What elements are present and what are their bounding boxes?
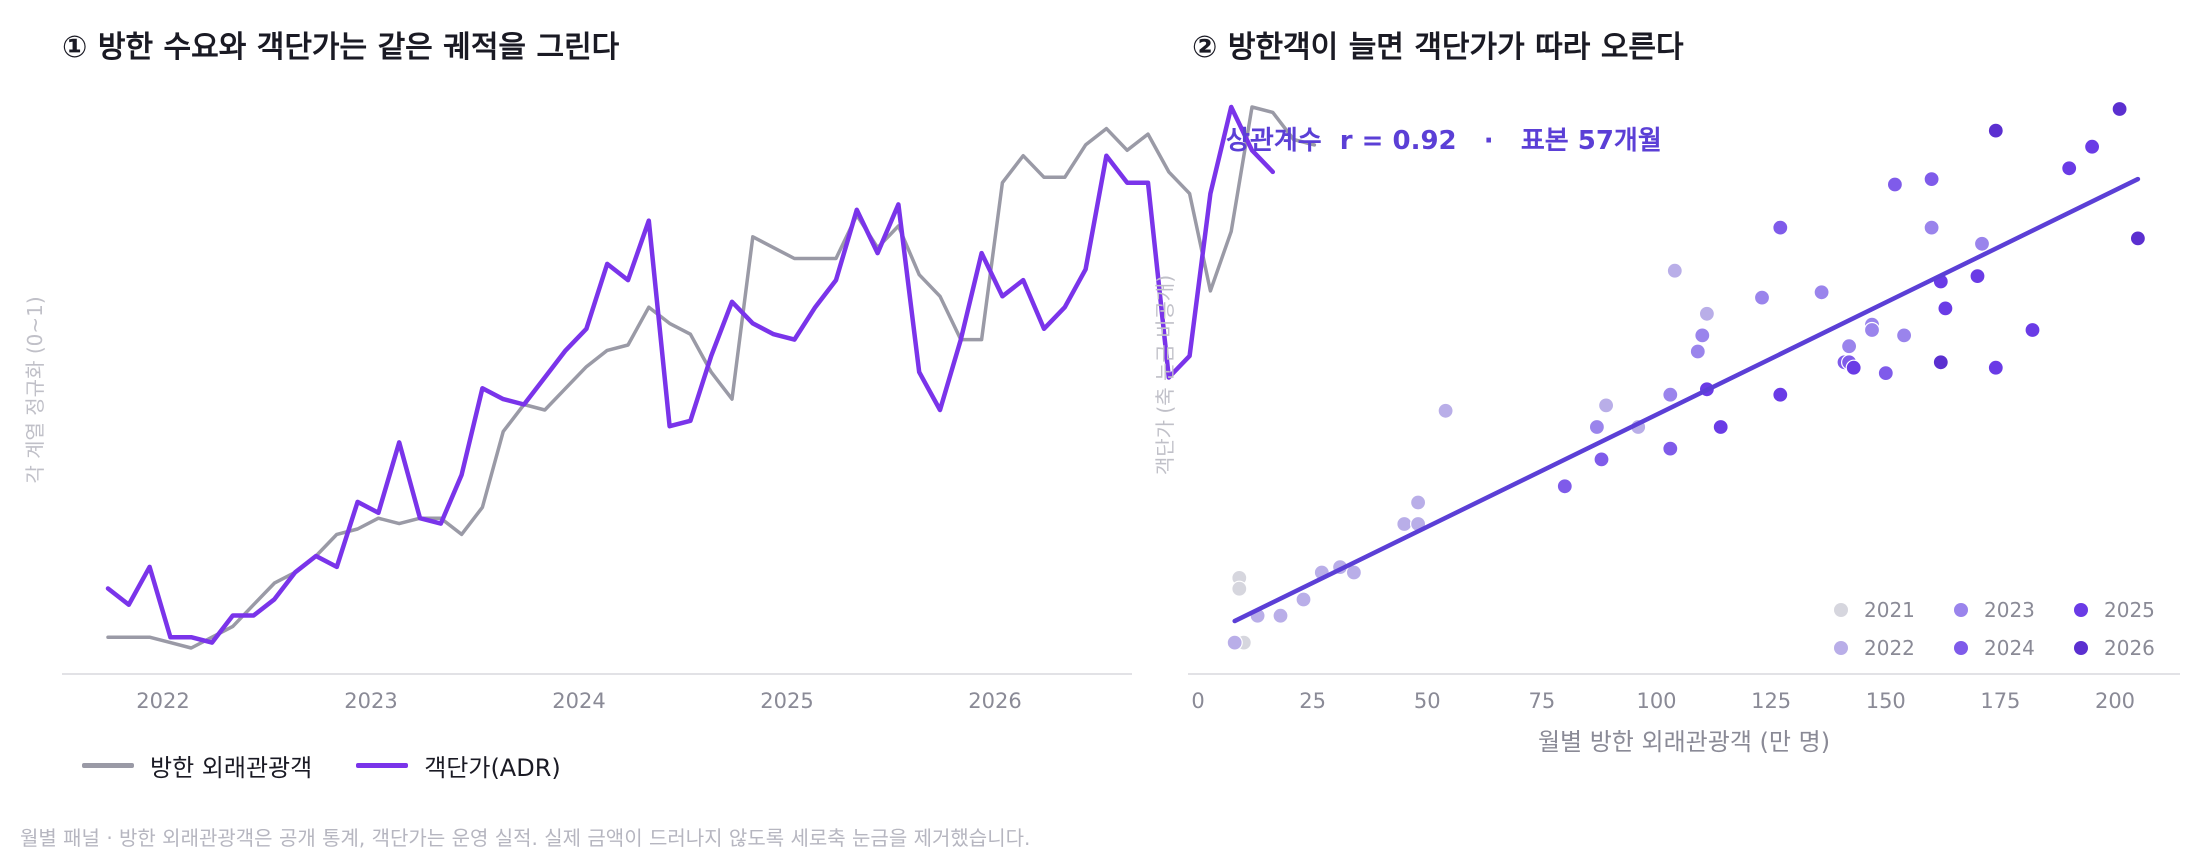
legend-label-adr: 객단가(ADR) (424, 754, 561, 782)
regression-line (1232, 176, 2141, 624)
x-tick-label: 0 (1191, 689, 1204, 713)
y-axis-label: 객단가 (축 눈금 비공개) (1153, 275, 1177, 475)
line-chart-legend: 방한 외래관광객 객단가(ADR) (82, 748, 605, 783)
legend-dot-2023 (1954, 603, 1968, 617)
legend-label-2024: 2024 (1984, 636, 2035, 660)
legend-swatch-adr (356, 763, 409, 768)
legend-label-2022: 2022 (1864, 636, 1915, 660)
scatter-point-2023 (1973, 235, 1991, 252)
scatter-point-2026 (2129, 230, 2146, 247)
scatter-point-2022 (1396, 515, 1413, 533)
legend-label-2021: 2021 (1864, 598, 1915, 622)
scatter-point-2025 (1772, 386, 1789, 403)
scatter-point-2023 (1863, 321, 1881, 339)
x-tick-label: 75 (1529, 689, 1556, 713)
x-tick-label: 150 (1866, 689, 1906, 713)
legend-dot-2024 (1954, 641, 1968, 655)
scatter-point-2023 (1588, 418, 1606, 436)
x-tick-label: 50 (1414, 689, 1441, 713)
scatter-legend-item-2024: 2024 (1954, 636, 2074, 660)
scatter-point-2024 (1662, 440, 1679, 457)
scatter-point-2024 (1877, 365, 1894, 382)
scatter-point-2024 (1923, 171, 1940, 188)
left-chart-title: ① 방한 수요와 객단가는 같은 궤적을 그린다 (62, 30, 620, 65)
legend-dot-2022 (1834, 641, 1848, 655)
scatter-point-2023 (1813, 284, 1830, 301)
scatter-point-2024 (1593, 451, 1610, 468)
scatter-point-2023 (1840, 338, 1858, 355)
scatter-point-2025 (1969, 268, 1986, 285)
x-tick-label: 2026 (968, 689, 1021, 713)
x-tick-label: 175 (1980, 689, 2020, 713)
x-tick-label: 2024 (552, 689, 605, 713)
scatter-point-2023 (1662, 386, 1679, 403)
scatter-point-2022 (1295, 591, 1312, 608)
scatter-point-2023 (1923, 219, 1940, 236)
scatter-point-2024 (1772, 219, 1789, 236)
legend-item-visitors: 방한 외래관광객 (82, 748, 312, 783)
scatter-point-2022 (1698, 305, 1716, 322)
scatter-point-2023 (1895, 327, 1913, 344)
legend-swatch-visitors (82, 763, 134, 768)
legend-label-2026: 2026 (2104, 636, 2155, 660)
scatter-point-2025 (1987, 359, 2004, 376)
scatter-point-2026 (1932, 354, 1949, 371)
scatter-point-2025 (1845, 359, 1862, 376)
scatter-point-2025 (2084, 138, 2101, 155)
scatter-point-2026 (1987, 122, 2004, 139)
scatter-point-2024 (1886, 176, 1904, 193)
scatter-point-2021 (1231, 580, 1248, 597)
scatter-point-2023 (1694, 327, 1711, 344)
x-tick-label: 2022 (136, 689, 189, 713)
x-tick-label: 100 (1636, 689, 1676, 713)
scatter-legend-item-2022: 2022 (1834, 636, 1954, 660)
x-tick-label: 2025 (760, 689, 813, 713)
scatter-point-2023 (1753, 289, 1771, 306)
legend-label-2023: 2023 (1984, 598, 2035, 622)
visitors-series-line (106, 105, 1317, 650)
scatter-point-2022 (1226, 634, 1243, 651)
scatter-point-2026 (2111, 100, 2128, 118)
scatter-point-2025 (1937, 300, 1954, 317)
scatter-legend-item-2026: 2026 (2074, 636, 2174, 660)
scatter-chart: 0 25 50 75 100 125 150 175 200 월별 방한 외래관광객 (만 명) 객… (1153, 100, 2180, 756)
scatter-legend: 2021 2023 2025 2022 2024 2026 (1834, 598, 2174, 660)
scatter-point-2025 (2024, 321, 2041, 339)
scatter-point-2025 (2061, 160, 2078, 177)
scatter-point-2024 (1556, 478, 1573, 495)
x-tick-label: 200 (2095, 689, 2135, 713)
scatter-legend-item-2025: 2025 (2074, 598, 2174, 622)
scatter-point-2022 (1437, 402, 1454, 419)
legend-dot-2021 (1834, 603, 1848, 617)
adr-series-line (105, 104, 1276, 645)
scatter-legend-item-2021: 2021 (1834, 598, 1954, 622)
scatter-point-2022 (1597, 397, 1615, 414)
legend-label-visitors: 방한 외래관광객 (150, 754, 313, 782)
x-tick-label: 2023 (344, 689, 397, 713)
scatter-point-2022 (1666, 262, 1683, 279)
x-axis-label: 월별 방한 외래관광객 (만 명) (1538, 728, 1830, 756)
line-chart: 2022 2023 2024 2025 2026 각 계열 정규화 (0~1) (23, 104, 1317, 713)
scatter-point-2022 (1409, 494, 1427, 511)
legend-label-2025: 2025 (2104, 598, 2155, 622)
legend-item-adr: 객단가(ADR) (356, 748, 561, 783)
right-chart-title: ② 방한객이 늘면 객단가가 따라 오른다 (1192, 30, 1684, 65)
scatter-point-2025 (1712, 418, 1729, 436)
legend-dot-2026 (2074, 641, 2088, 655)
footnote: 월별 패널 · 방한 외래관광객은 공개 통계, 객단가는 운영 실적. 실제 … (20, 826, 1031, 850)
x-tick-label: 125 (1751, 689, 1791, 713)
y-axis-label: 각 계열 정규화 (0~1) (23, 296, 47, 483)
scatter-legend-item-2023: 2023 (1954, 598, 2074, 622)
scatter-point-2023 (1689, 343, 1706, 360)
correlation-annotation: 상관계수 r = 0.92 · 표본 57개월 (1226, 126, 1662, 156)
x-tick-label: 25 (1299, 689, 1326, 713)
scatter-point-2022 (1272, 607, 1289, 624)
legend-dot-2025 (2074, 603, 2088, 617)
